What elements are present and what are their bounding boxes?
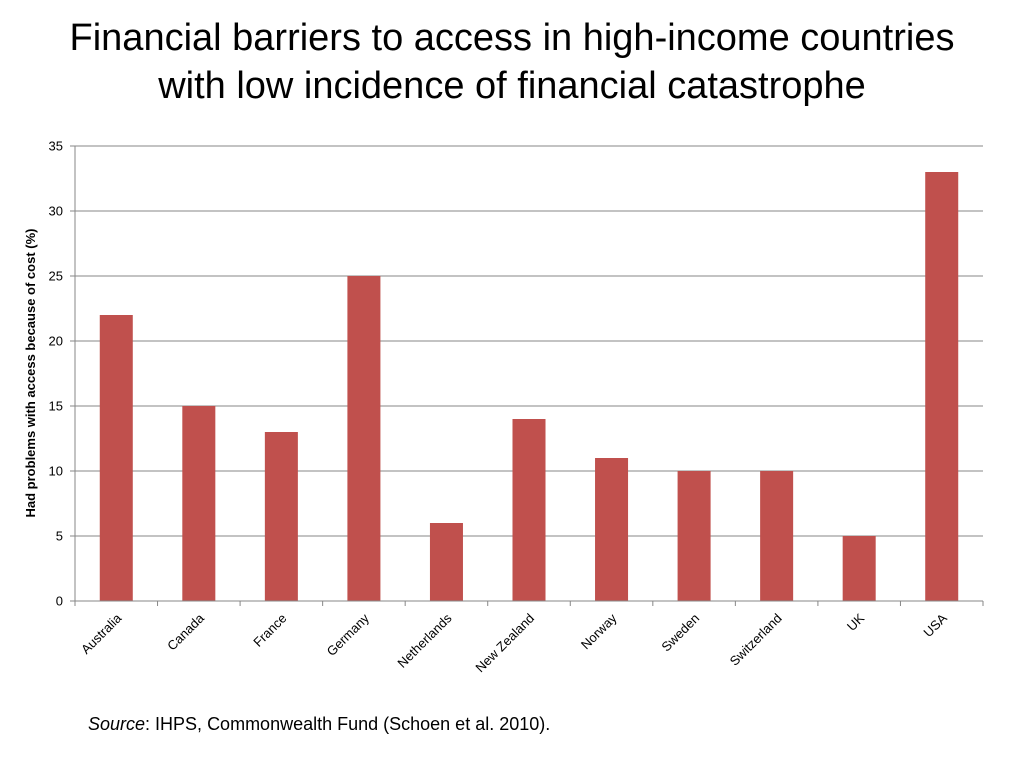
bar-usa [925,172,959,601]
bar-canada [182,406,216,601]
y-tick-label: 15 [49,399,63,414]
x-tick-label-sweden: Sweden [658,611,702,655]
bar-norway [595,458,629,601]
title-line-1: Financial barriers to access in high-inc… [69,17,955,59]
axes [70,145,984,606]
bar-sweden [677,471,711,601]
x-tick-label-canada: Canada [164,610,207,653]
x-tick-label-france: France [250,611,289,650]
x-tick-label-switzerland: Switzerland [727,611,785,669]
x-tick-label-netherlands: Netherlands [394,610,455,671]
bar-switzerland [760,471,794,601]
x-tick-label-norway: Norway [578,610,620,652]
y-tick-label: 10 [49,464,63,479]
bars [99,172,959,601]
y-tick-label: 0 [56,594,63,609]
source-label: Source [88,714,146,734]
x-tick-label-new-zealand: New Zealand [472,611,537,676]
title-line-2: with low incidence of financial catastro… [158,65,866,107]
y-tick-label: 25 [49,269,63,284]
x-tick-labels: Australia Canada France Germany Netherlands N… [78,610,950,675]
y-tick-label: 30 [49,204,63,219]
bar-germany [347,276,381,601]
y-axis-title: Had problems with access because of cost… [23,229,38,518]
bar-netherlands [429,523,463,601]
bar-france [264,432,298,601]
source-note: Source: IHPS, Commonwealth Fund (Schoen … [88,714,550,735]
x-tick-label-uk: UK [844,610,868,634]
y-tick-label: 35 [49,139,63,154]
x-tick-label-germany: Germany [324,610,373,659]
x-tick-label-usa: USA [920,610,950,640]
y-tick-label: 20 [49,334,63,349]
bar-uk [842,536,876,601]
slide-title: Financial barriers to access in high-inc… [0,14,1024,110]
y-tick-labels: 0 5 10 15 20 25 30 35 [49,139,63,609]
bar-australia [99,315,133,601]
x-tick-label-australia: Australia [78,610,125,657]
bar-new-zealand [512,419,546,601]
source-text: : IHPS, Commonwealth Fund (Schoen et al.… [145,714,551,734]
y-tick-label: 5 [56,529,63,544]
gridlines [75,145,983,537]
